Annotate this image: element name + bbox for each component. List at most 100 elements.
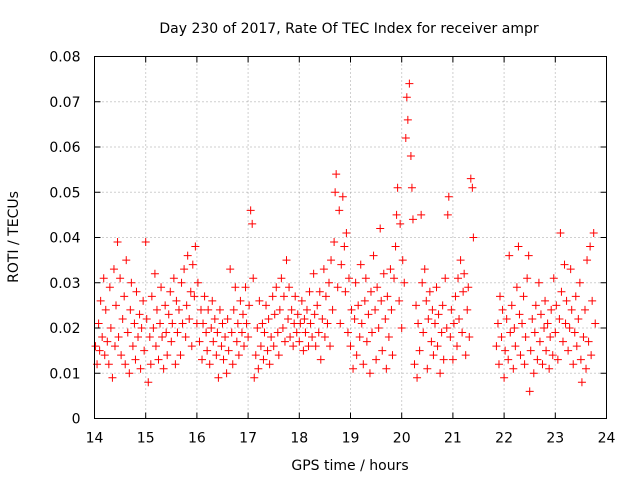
data-point (246, 206, 255, 215)
data-point (253, 324, 262, 332)
data-point (208, 296, 217, 305)
data-point (118, 314, 127, 323)
data-point (531, 301, 540, 310)
data-point (406, 152, 415, 161)
data-point (396, 219, 405, 228)
data-point (449, 319, 458, 328)
x-tick-label: 14 (86, 431, 104, 447)
data-point (509, 364, 518, 373)
data-point (282, 256, 291, 265)
y-axis-label: ROTI / TECUs (6, 191, 22, 283)
x-tick-label: 19 (342, 431, 360, 447)
data-point (190, 292, 199, 301)
data-point (304, 342, 313, 351)
data-point (112, 301, 121, 310)
data-point (147, 292, 156, 301)
data-point (207, 324, 216, 332)
data-point (407, 183, 416, 192)
data-point (331, 188, 340, 197)
data-point (427, 337, 436, 346)
data-point (377, 296, 386, 305)
data-point (424, 314, 433, 323)
data-point (234, 351, 243, 360)
data-point (524, 251, 533, 260)
data-point (326, 342, 335, 351)
data-point (198, 355, 207, 364)
x-tick-label: 16 (188, 431, 206, 447)
data-point (372, 355, 381, 364)
data-point (588, 296, 597, 305)
data-point (245, 301, 254, 310)
data-point (270, 310, 279, 319)
data-point (224, 346, 233, 355)
data-point (378, 346, 387, 355)
data-point (464, 283, 473, 292)
data-point (468, 183, 477, 192)
data-point (402, 93, 411, 102)
data-point (580, 305, 589, 314)
data-point (540, 324, 549, 332)
data-point (279, 292, 288, 301)
data-point (250, 373, 259, 382)
data-point (259, 355, 268, 364)
data-point (151, 342, 160, 351)
data-point (504, 355, 513, 364)
data-point (515, 310, 524, 319)
data-point (130, 319, 139, 328)
data-point (188, 260, 197, 269)
data-point (392, 210, 401, 219)
data-point (168, 319, 177, 328)
data-point (268, 292, 277, 301)
data-point (341, 287, 350, 296)
data-point (535, 337, 544, 346)
data-point (543, 319, 552, 328)
y-tick-label: 0.08 (49, 50, 80, 66)
data-point (386, 265, 395, 274)
data-point (318, 314, 327, 323)
y-tick-label: 0.03 (49, 276, 80, 292)
data-point (249, 274, 258, 283)
data-point (551, 328, 560, 337)
data-point (237, 328, 246, 337)
data-point (366, 287, 375, 296)
data-point (387, 305, 396, 314)
x-tick-label: 20 (393, 431, 411, 447)
data-point (174, 305, 183, 314)
data-point (134, 333, 143, 342)
data-point (351, 278, 360, 287)
data-point (403, 115, 412, 124)
axis-ticks (94, 56, 607, 419)
data-point (292, 328, 301, 337)
data-point (136, 364, 145, 373)
data-point (150, 269, 159, 278)
data-point (171, 360, 180, 369)
data-point (591, 319, 600, 328)
data-point (336, 319, 345, 328)
x-tick-labels: 14 15 16 17 18 19 20 21 22 23 24 (86, 431, 616, 447)
data-point (100, 351, 109, 360)
data-point (98, 333, 107, 342)
data-point (131, 355, 140, 364)
data-point (238, 310, 247, 319)
data-point (359, 360, 368, 369)
data-point (518, 319, 527, 328)
data-point (96, 296, 105, 305)
data-point (401, 133, 410, 142)
data-point (425, 287, 434, 296)
data-point (219, 355, 228, 364)
data-point (286, 333, 295, 342)
data-point (337, 260, 346, 269)
data-point (361, 274, 370, 283)
data-point (228, 360, 237, 369)
data-point (466, 174, 475, 183)
data-point (99, 274, 108, 283)
y-tick-label: 0.07 (49, 95, 80, 111)
data-point (390, 274, 399, 283)
data-point (166, 287, 175, 296)
x-tick-label: 22 (495, 431, 513, 447)
data-point (371, 305, 380, 314)
data-point (547, 305, 556, 314)
data-point (415, 346, 424, 355)
data-point (330, 238, 339, 247)
data-point (135, 310, 144, 319)
